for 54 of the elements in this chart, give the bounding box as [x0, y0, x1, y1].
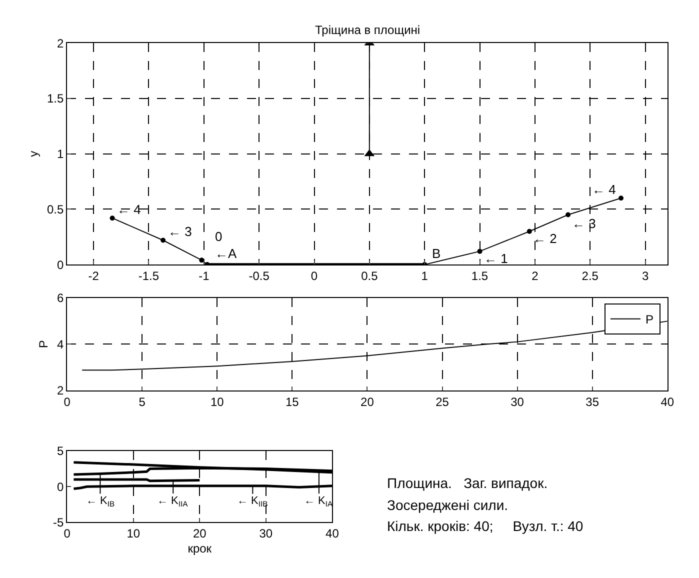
y-tick-label: 6: [56, 290, 64, 305]
x-tick-label: 40: [326, 526, 340, 541]
y-tick-label: 2: [56, 384, 64, 398]
annotation: ← 3: [168, 224, 192, 239]
x-tick-label: -2: [88, 269, 100, 284]
y-axis-title: y: [26, 150, 40, 157]
annotation: B: [432, 246, 441, 261]
annotation: ← K$_{IB}$: [86, 495, 115, 508]
annotation: ← K$_{IA}$: [304, 495, 334, 508]
x-tick-label: -1: [198, 269, 210, 284]
y-tick-label: 0: [56, 480, 64, 494]
x-tick-label: 30: [510, 394, 524, 409]
annotation: 0: [215, 229, 222, 244]
y-tick-label: 4: [56, 337, 64, 352]
annotation: ← 2: [533, 231, 557, 246]
annotation: ← 1: [484, 251, 508, 266]
x-tick-label: 1: [421, 269, 428, 284]
annotation: ←A: [215, 246, 237, 261]
x-tick-label: 3: [642, 269, 649, 284]
annotation: ← K$_{IIB}$: [237, 495, 268, 508]
y-tick-label: -5: [53, 515, 64, 530]
x-tick-label: 40: [660, 394, 674, 409]
text: Зосереджені сили.: [387, 497, 508, 513]
y-tick-label: 1.5: [46, 92, 64, 106]
y-tick-label: 0: [56, 258, 64, 272]
y-tick-label: 2: [56, 36, 64, 50]
x-tick-label: 35: [586, 394, 600, 409]
x-tick-label: 2.5: [582, 269, 599, 284]
x-tick-label: 1.5: [471, 269, 488, 284]
y-tick-label: 0.5: [46, 202, 64, 216]
annotation: ← 4: [592, 182, 616, 197]
x-tick-label: 25: [436, 394, 450, 409]
y-axis-title: P: [36, 340, 50, 348]
x-tick-label: 10: [210, 394, 224, 409]
x-tick-label: -1.5: [138, 269, 160, 284]
x-axis-title: крок: [188, 542, 212, 556]
annotation: ← 4: [117, 202, 141, 217]
x-tick-label: 10: [126, 526, 140, 541]
x-tick-label: 20: [360, 394, 374, 409]
x-tick-label: 15: [286, 394, 300, 409]
y-tick-label: 5: [56, 444, 64, 458]
legend-label: P: [645, 312, 654, 327]
x-tick-label: 2: [532, 269, 539, 284]
x-tick-label: 20: [192, 526, 207, 541]
x-tick-label: 5: [138, 394, 146, 409]
text: Кільк. кроків: 40; Вузл. т.: 40: [387, 518, 584, 534]
chart-title: Тріщина в площині: [315, 23, 420, 37]
text: Площина. Заг. випадок.: [387, 475, 548, 491]
x-tick-label: 0.5: [361, 269, 378, 284]
x-tick-label: -0.5: [248, 269, 270, 284]
annotation: ← K$_{IIA}$: [157, 495, 189, 508]
x-tick-label: 0: [310, 269, 318, 284]
y-tick-label: 1: [56, 147, 64, 162]
x-tick-label: 30: [259, 526, 273, 541]
